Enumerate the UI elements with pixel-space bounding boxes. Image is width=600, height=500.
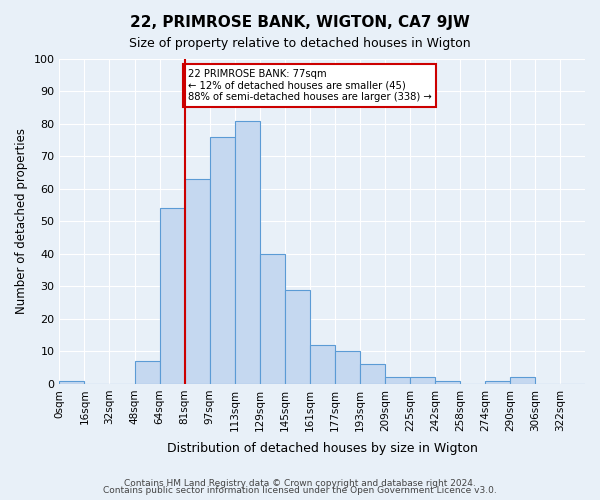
- Text: 22 PRIMROSE BANK: 77sqm
← 12% of detached houses are smaller (45)
88% of semi-de: 22 PRIMROSE BANK: 77sqm ← 12% of detache…: [188, 68, 431, 102]
- Bar: [59, 380, 85, 384]
- Text: Contains HM Land Registry data © Crown copyright and database right 2024.: Contains HM Land Registry data © Crown c…: [124, 478, 476, 488]
- Text: 22, PRIMROSE BANK, WIGTON, CA7 9JW: 22, PRIMROSE BANK, WIGTON, CA7 9JW: [130, 15, 470, 30]
- Text: Size of property relative to detached houses in Wigton: Size of property relative to detached ho…: [129, 38, 471, 51]
- Bar: [260, 254, 284, 384]
- Bar: [209, 137, 235, 384]
- Bar: [160, 208, 185, 384]
- Bar: [185, 179, 209, 384]
- Y-axis label: Number of detached properties: Number of detached properties: [15, 128, 28, 314]
- Bar: [310, 345, 335, 384]
- Bar: [335, 352, 360, 384]
- X-axis label: Distribution of detached houses by size in Wigton: Distribution of detached houses by size …: [167, 442, 478, 455]
- Text: Contains public sector information licensed under the Open Government Licence v3: Contains public sector information licen…: [103, 486, 497, 495]
- Bar: [435, 380, 460, 384]
- Bar: [485, 380, 510, 384]
- Bar: [510, 378, 535, 384]
- Bar: [284, 290, 310, 384]
- Bar: [235, 120, 260, 384]
- Bar: [134, 361, 160, 384]
- Bar: [385, 378, 410, 384]
- Bar: [360, 364, 385, 384]
- Bar: [410, 378, 435, 384]
